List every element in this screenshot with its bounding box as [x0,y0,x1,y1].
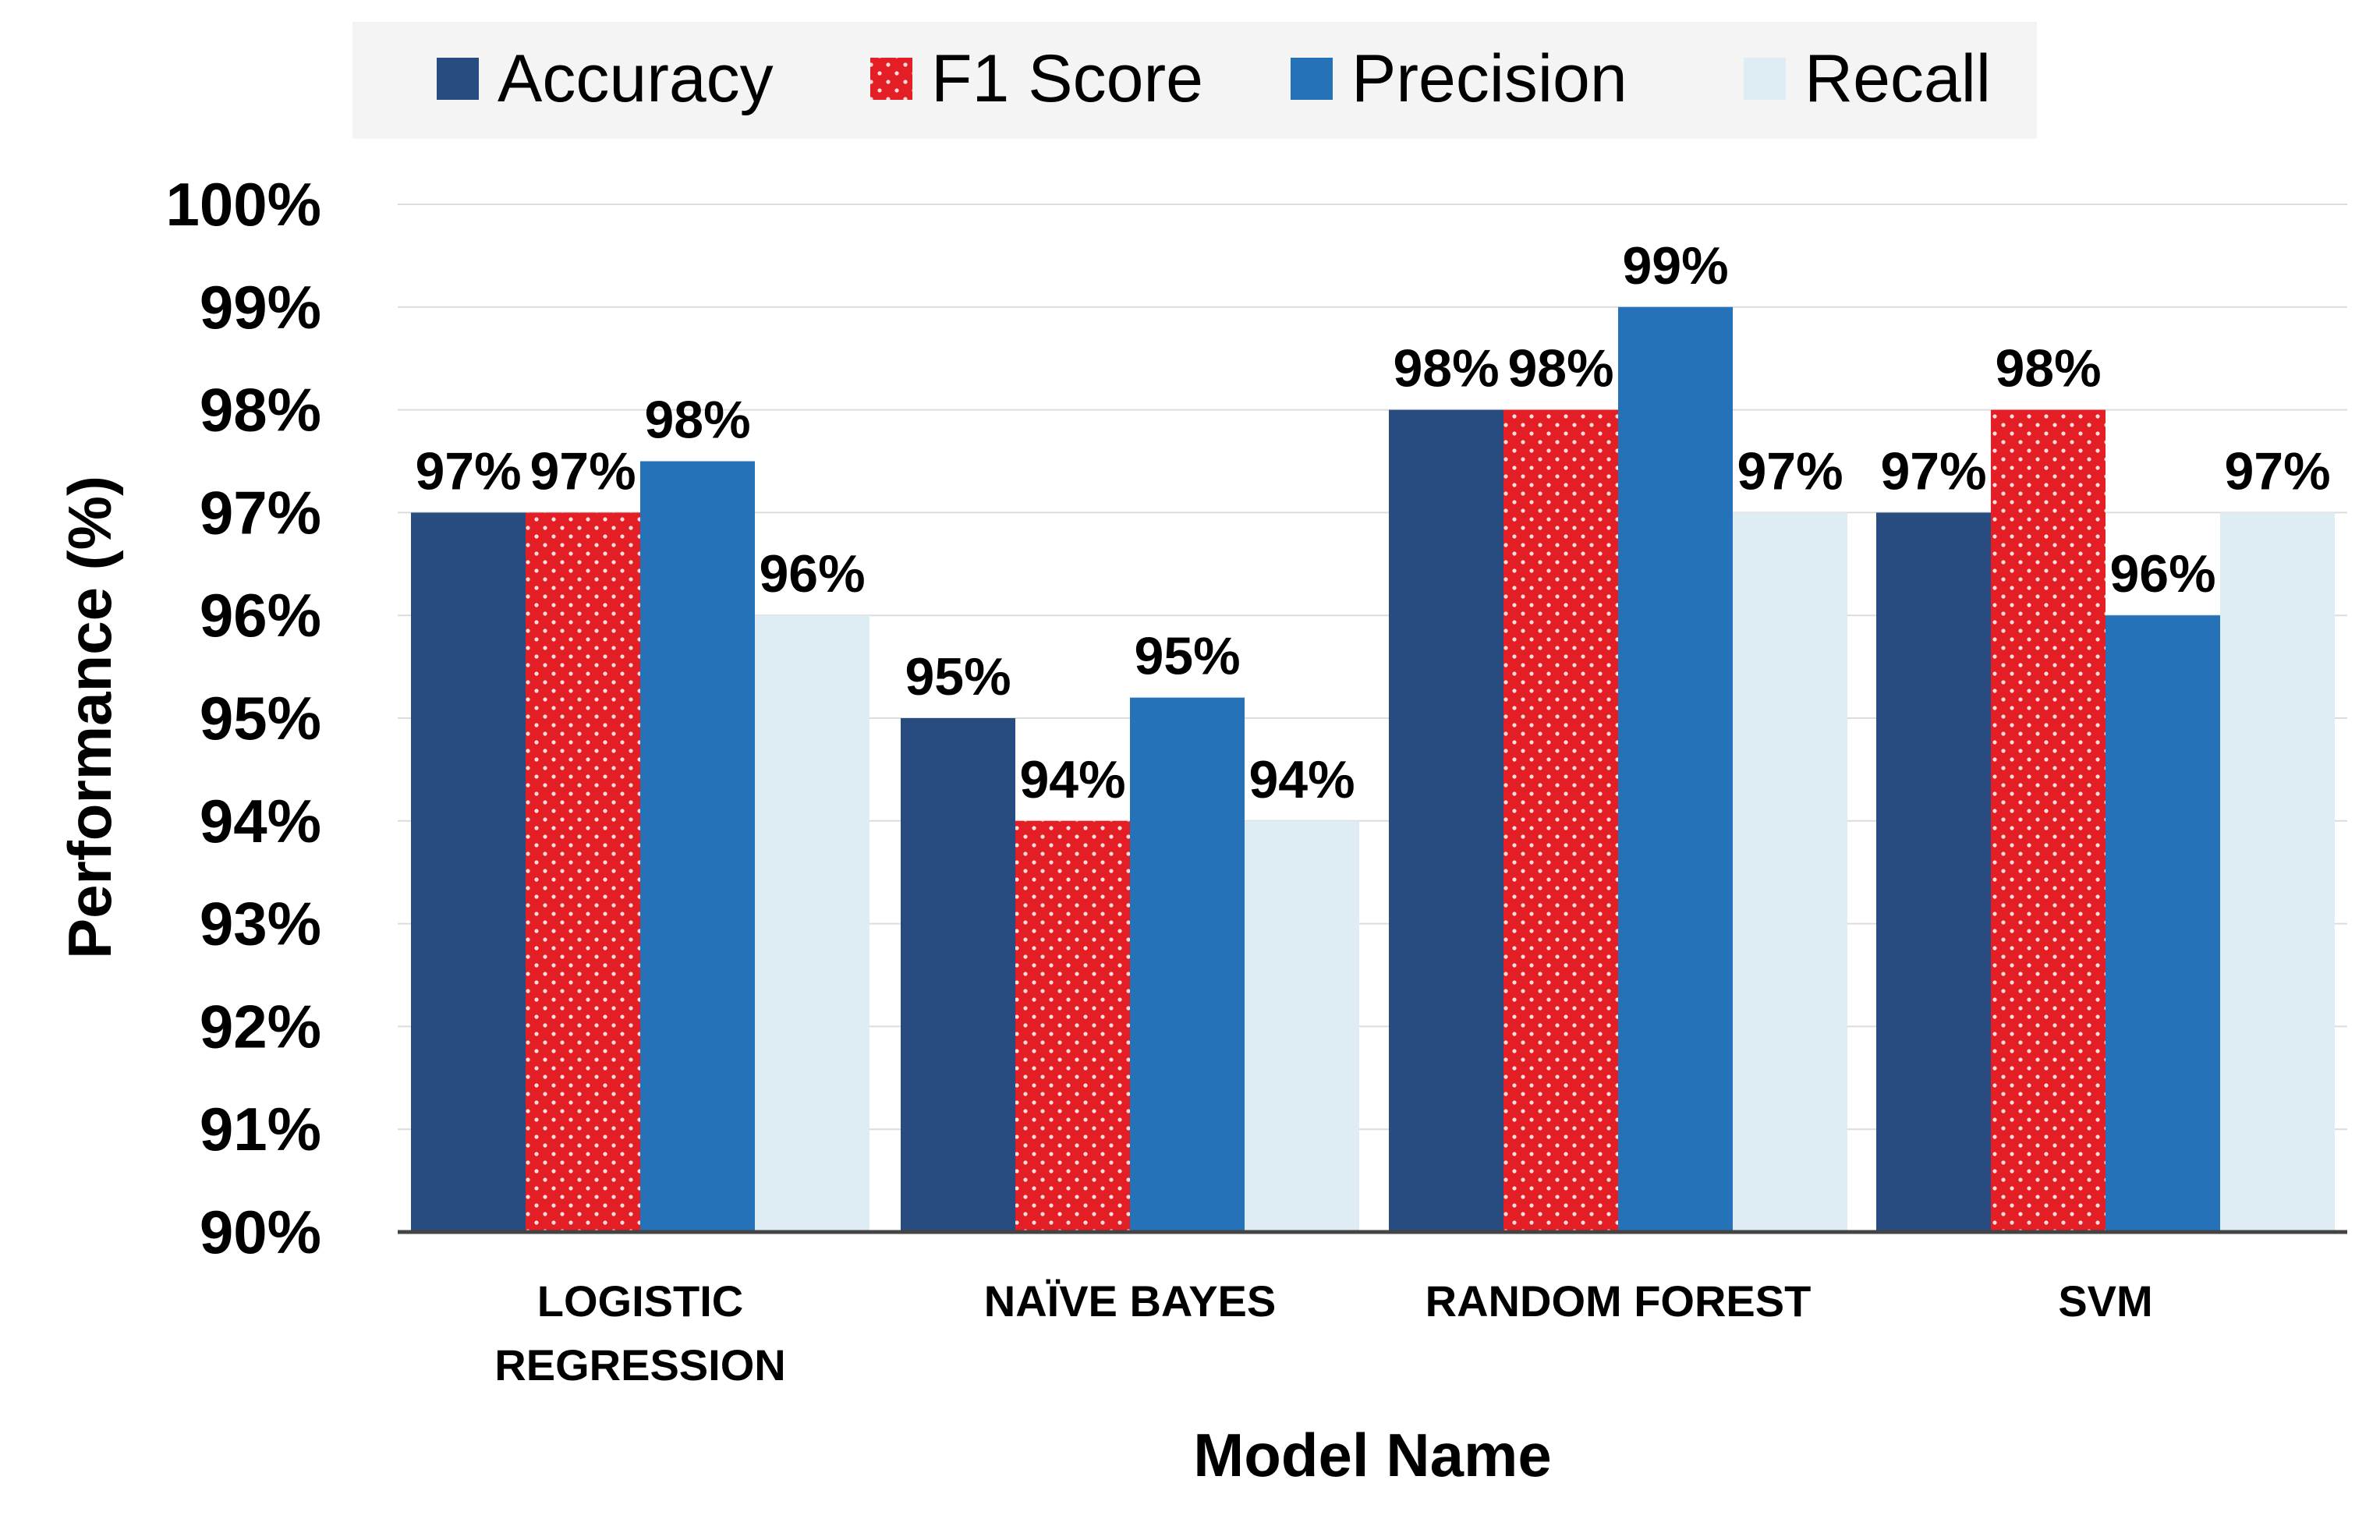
y-tick-label: 97% [200,478,321,547]
y-tick-label: 92% [200,992,321,1060]
x-category-label: SVM [2058,1276,2152,1326]
legend-swatch-f1-score [870,58,912,100]
data-label: 97% [415,441,521,501]
legend-label: Recall [1804,41,1991,116]
legend: Accuracy F1 Score Precision Recall [437,41,1991,116]
legend-swatch-precision [1291,58,1333,100]
bar-f1-score [526,512,640,1232]
x-axis-categories: LOGISTIC REGRESSION NAÏVE BAYES RANDOM FORE… [494,1276,2152,1390]
bar-recall [755,615,869,1232]
bar-precision [2106,615,2220,1232]
bar-recall [2220,512,2335,1232]
x-axis-title: Model Name [1193,1421,1551,1489]
data-label: 96% [759,544,865,604]
bar-accuracy [1876,512,1991,1232]
y-axis-ticks: 90% 91% 92% 93% 94% 95% 96% 97% 98% 99% 100% [166,170,322,1266]
legend-label: Precision [1351,41,1627,116]
y-tick-label: 91% [200,1095,321,1163]
data-label: 95% [905,647,1011,706]
bar-f1-score [1015,820,1130,1232]
data-label: 96% [2109,544,2215,604]
y-tick-label: 90% [200,1198,321,1266]
data-label: 97% [1880,441,1986,501]
bar-precision [1618,306,1733,1232]
bars [411,306,2335,1232]
data-label: 98% [1393,339,1499,398]
y-tick-label: 98% [200,376,321,444]
y-tick-label: 94% [200,787,321,855]
x-category-label: REGRESSION [494,1340,785,1390]
bar-accuracy [901,718,1015,1232]
data-label: 97% [2224,441,2330,501]
y-axis-title: Performance (%) [55,476,124,959]
y-tick-label: 99% [200,273,321,342]
bar-f1-score [1503,409,1618,1232]
bar-recall [1245,820,1359,1232]
bar-accuracy [411,512,526,1232]
legend-label: Accuracy [498,41,774,116]
y-tick-label: 95% [200,684,321,752]
data-label: 99% [1622,236,1728,296]
data-label: 94% [1019,750,1125,809]
data-label: 98% [644,391,750,450]
data-label: 98% [1995,339,2101,398]
y-tick-label: 93% [200,890,321,958]
legend-swatch-accuracy [437,58,479,100]
bar-accuracy [1389,409,1503,1232]
bar-precision [1130,697,1245,1232]
bar-f1-score [1991,409,2106,1232]
x-category-label: NAÏVE BAYES [984,1276,1277,1326]
data-label: 97% [1737,441,1843,501]
data-labels: 97%95%98%97%97%94%98% 98%98%95%99%96%96%9… [415,236,2330,809]
x-category-label: LOGISTIC [537,1276,743,1326]
y-tick-label: 96% [200,581,321,650]
data-label: 95% [1134,627,1240,686]
data-label: 97% [529,441,636,501]
y-tick-label: 100% [166,170,322,239]
data-label: 94% [1248,750,1355,809]
x-category-label: RANDOM FOREST [1426,1276,1812,1326]
data-label: 98% [1507,339,1613,398]
legend-swatch-recall [1744,58,1786,100]
bar-recall [1733,512,1847,1232]
legend-label: F1 Score [931,41,1203,116]
bar-precision [640,461,755,1232]
